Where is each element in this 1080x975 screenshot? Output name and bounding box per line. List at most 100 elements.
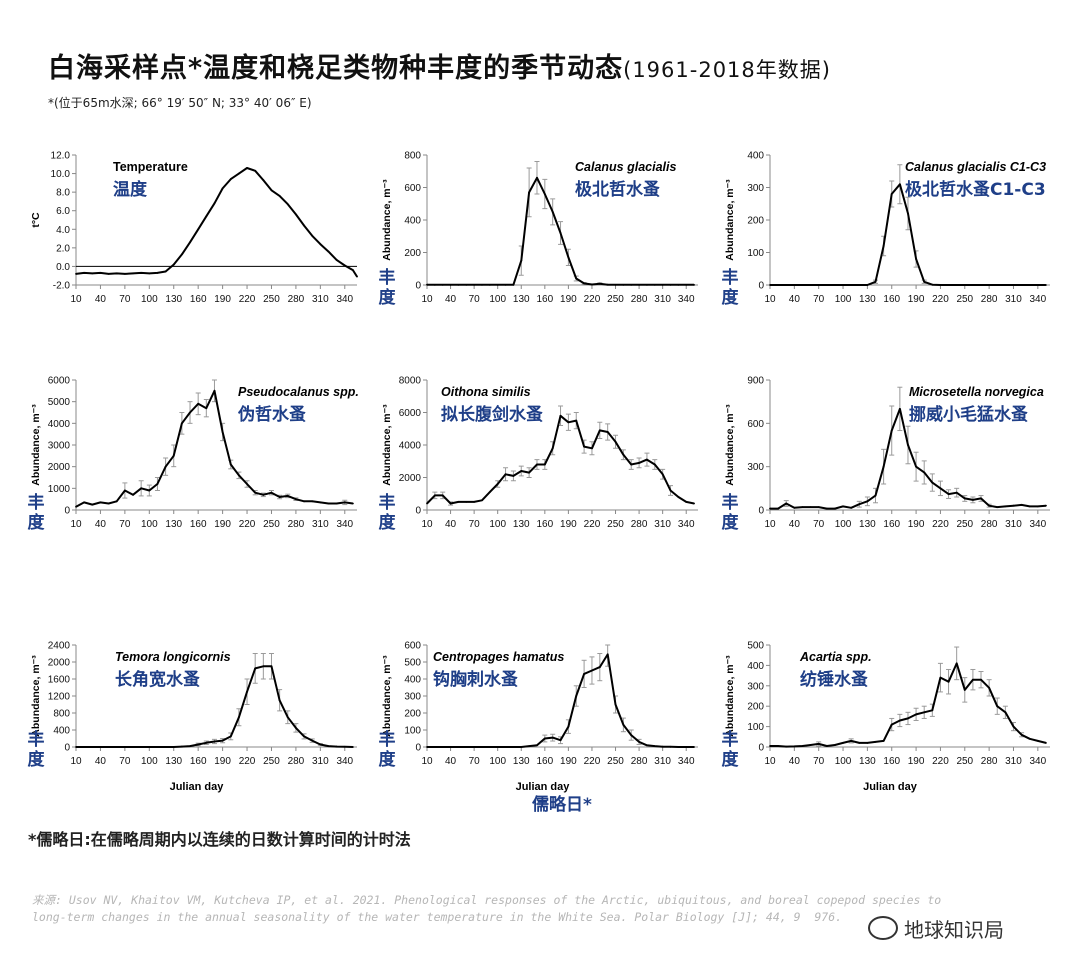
- y-tick-label: 6000: [399, 408, 422, 419]
- x-tick-label: 100: [141, 294, 158, 305]
- x-tick-label: 250: [263, 756, 280, 767]
- x-tick-label: 280: [631, 294, 648, 305]
- chart-title-cn: 极北哲水蚤C1-C3: [905, 179, 1046, 200]
- x-tick-label: 340: [336, 519, 353, 530]
- data-point: [356, 275, 358, 278]
- data-point: [311, 234, 314, 237]
- data-point: [246, 167, 248, 169]
- y-axis-label: Abundance, m⁻³: [724, 179, 736, 261]
- x-tick-label: 160: [190, 756, 207, 767]
- data-point: [874, 741, 877, 743]
- y-tick-label: 3000: [48, 441, 71, 452]
- data-point: [996, 506, 999, 509]
- data-point: [963, 284, 966, 286]
- y-tick-label: 0.0: [56, 262, 70, 273]
- y-tick-label: 10.0: [51, 169, 71, 180]
- data-point: [172, 263, 175, 266]
- y-tick-label: 300: [747, 462, 764, 473]
- chart-2: 0 100 200 300 400 10 40 70 100 130 160 190 220 250 280…: [722, 151, 1050, 308]
- data-point: [551, 447, 554, 450]
- y-tick-label: 0: [758, 743, 764, 754]
- y-tick-label: 2.0: [56, 243, 70, 254]
- data-point: [850, 506, 853, 509]
- data-point: [205, 215, 208, 218]
- x-tick-label: 280: [288, 519, 305, 530]
- x-tick-label: 10: [421, 519, 433, 530]
- data-point: [543, 463, 546, 466]
- x-tick-label: 160: [536, 294, 553, 305]
- data-point: [465, 746, 468, 748]
- data-point: [947, 284, 950, 286]
- y-tick-label: 2400: [48, 641, 71, 652]
- data-point: [669, 489, 672, 492]
- data-point: [614, 283, 617, 286]
- data-point: [343, 745, 346, 748]
- x-tick-label: 40: [445, 294, 457, 305]
- data-point: [1036, 739, 1039, 742]
- series-line: [75, 167, 358, 278]
- data-point: [551, 736, 554, 739]
- chart-title: Temperature: [113, 160, 188, 174]
- data-point: [882, 245, 885, 247]
- data-point: [653, 745, 656, 748]
- source-citation: 来源: Usov NV, Khaitov VM, Kutcheva IP, et…: [32, 892, 941, 926]
- data-point: [543, 737, 546, 740]
- x-tick-label: 70: [813, 519, 825, 530]
- data-point: [254, 169, 257, 172]
- data-point: [536, 176, 538, 179]
- chart-5: 0 300 600 900 10 40 70 100 130 160 190 220 250 280 310…: [722, 376, 1050, 533]
- data-point: [777, 284, 780, 286]
- data-point: [931, 481, 934, 484]
- data-point: [1045, 742, 1047, 744]
- y-axis-label-cn: 丰: [722, 729, 739, 750]
- y-tick-label: 500: [747, 641, 764, 652]
- data-point: [693, 283, 695, 286]
- data-point: [866, 742, 869, 744]
- data-point: [343, 264, 346, 267]
- x-tick-label: 190: [560, 519, 577, 530]
- data-point: [303, 500, 305, 503]
- data-point: [449, 502, 452, 505]
- data-point: [614, 440, 617, 443]
- data-point: [661, 283, 664, 286]
- y-tick-label: 600: [404, 183, 421, 194]
- data-point: [817, 284, 820, 286]
- data-point: [1012, 725, 1015, 728]
- source-line-1: 来源: Usov NV, Khaitov VM, Kutcheva IP, et…: [32, 893, 942, 907]
- y-tick-label: 12.0: [51, 151, 71, 162]
- data-point: [834, 507, 836, 510]
- data-point: [907, 444, 909, 446]
- data-point: [567, 725, 570, 728]
- x-tick-label: 220: [932, 756, 949, 767]
- x-tick-label: 340: [1029, 756, 1046, 767]
- data-point: [254, 667, 257, 670]
- data-point: [164, 270, 167, 273]
- chart-title: Calanus glacialis C1-C3: [905, 160, 1046, 174]
- data-point: [229, 178, 232, 181]
- data-point: [575, 695, 578, 697]
- data-point: [606, 431, 609, 433]
- y-axis-label: Abundance, m⁻³: [381, 404, 393, 486]
- data-point: [630, 734, 633, 736]
- data-point: [335, 745, 338, 748]
- x-tick-label: 310: [312, 756, 329, 767]
- x-tick-label: 40: [95, 756, 107, 767]
- data-point: [653, 463, 656, 466]
- data-point: [915, 713, 917, 716]
- y-axis-label: Abundance, m⁻³: [381, 655, 393, 737]
- data-point: [457, 283, 460, 286]
- data-point: [575, 419, 578, 422]
- data-point: [254, 491, 257, 494]
- y-tick-label: 1200: [48, 692, 71, 703]
- x-tick-label: 220: [932, 294, 949, 305]
- data-point: [520, 470, 523, 472]
- y-axis-label-cn: 度: [722, 512, 740, 533]
- data-point: [221, 431, 224, 433]
- data-point: [83, 746, 86, 748]
- data-point: [536, 463, 538, 466]
- data-point: [148, 746, 151, 748]
- chart-4: 0 2000 4000 6000 8000 10 40 70 100 130 160 190 220 25…: [379, 376, 698, 533]
- y-tick-label: 4000: [48, 419, 71, 430]
- data-point: [164, 746, 167, 748]
- y-tick-label: 2000: [399, 473, 422, 484]
